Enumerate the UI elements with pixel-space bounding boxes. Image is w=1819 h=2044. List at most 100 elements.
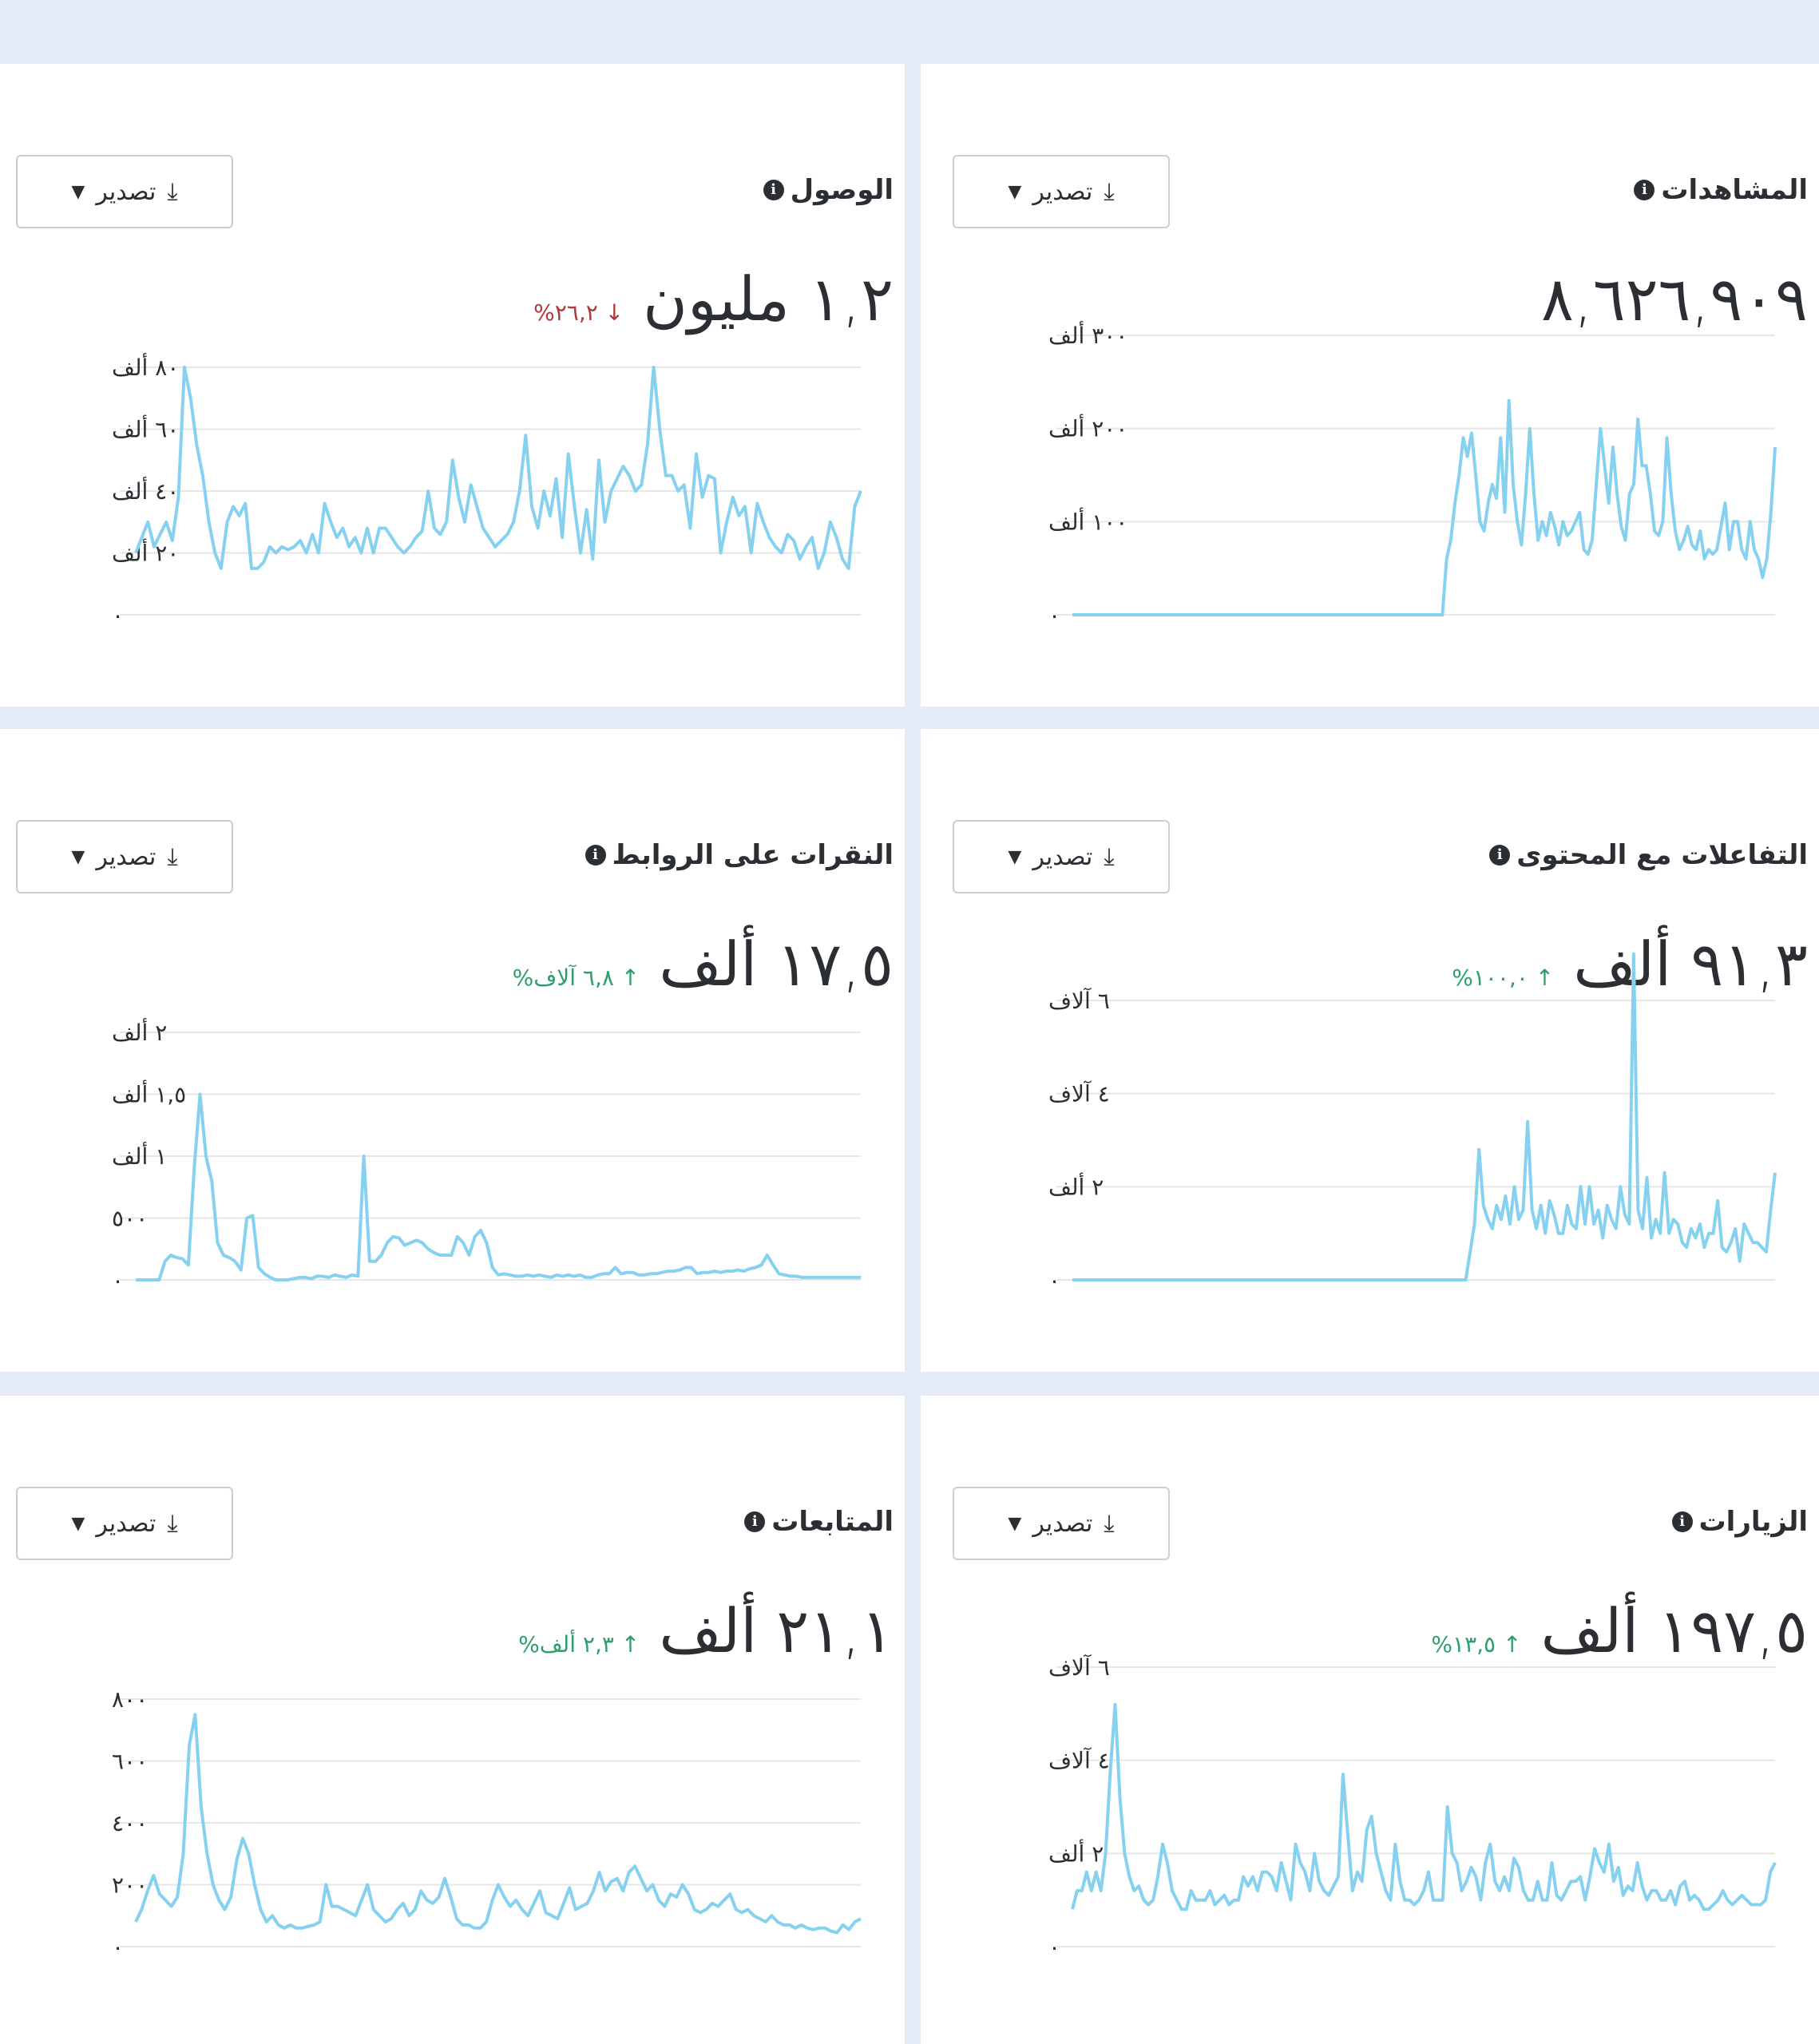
- series-line: [1072, 952, 1777, 1281]
- y-tick-label: ٥٠٠: [112, 1206, 148, 1232]
- series-line: [1072, 398, 1777, 616]
- metric-delta: ↑ ٦,٨ آلاف%: [513, 965, 640, 991]
- metric-summary: ١٩٧,٥ ألف ↑ ١٣,٥%: [1431, 1595, 1808, 1666]
- export-button[interactable]: ⤓ تصدير ▼: [953, 820, 1170, 893]
- export-button[interactable]: ⤓ تصدير ▼: [16, 820, 233, 893]
- card-title-text: التفاعلات مع المحتوى: [1516, 839, 1808, 871]
- export-label: تصدير: [1032, 177, 1093, 206]
- line-chart: ٠ ١٠٠ ألف ٢٠٠ ألف ٣٠٠ ألف: [1048, 320, 1777, 628]
- download-icon: ⤓: [167, 177, 178, 206]
- info-icon[interactable]: i: [1489, 845, 1511, 866]
- arrow-up-icon: ↑: [1496, 1631, 1522, 1658]
- y-tick-label: ٦ آلاف: [1048, 1654, 1110, 1681]
- y-tick-label: ٨٠ ألف: [112, 352, 179, 381]
- metric-card-link-clicks: النقرات على الروابط i ⤓ تصدير ▼ ١٧,٥ ألف ↑ ٦,٨…: [0, 729, 905, 1372]
- series-line: [136, 1092, 861, 1281]
- card-title: النقرات على الروابط i: [585, 839, 894, 871]
- card-title: المشاهدات i: [1634, 174, 1808, 206]
- metric-delta-text: ٢٦,٢%: [533, 299, 598, 326]
- metric-value: ١٩٧,٥ ألف: [1540, 1595, 1808, 1666]
- line-chart: ٠ ٢ ألف ٤ آلاف ٦ آلاف: [1048, 952, 1777, 1293]
- caret-down-icon: ▼: [71, 181, 85, 202]
- y-tick-label: ٠: [112, 602, 124, 628]
- y-tick-label: ١,٥ ألف: [112, 1079, 186, 1108]
- line-chart: ٠ ٢٠٠ ٤٠٠ ٦٠٠ ٨٠٠: [112, 1686, 862, 1960]
- export-label: تصدير: [1032, 1509, 1093, 1538]
- export-label: تصدير: [96, 842, 157, 871]
- y-tick-label: ٢٠٠ ألف: [1048, 414, 1127, 442]
- metric-summary: ٢١,١ ألف ↑ ٢,٣ ألف%: [518, 1595, 894, 1666]
- metric-delta: ↑ ١٣,٥%: [1431, 1631, 1521, 1658]
- metric-delta: ↓ ٢٦,٢%: [533, 299, 624, 326]
- export-button[interactable]: ⤓ تصدير ▼: [953, 155, 1170, 228]
- metric-delta: ↑ ٢,٣ ألف%: [518, 1631, 640, 1658]
- y-tick-label: ١٠٠ ألف: [1048, 506, 1127, 535]
- info-icon[interactable]: i: [1671, 1511, 1693, 1532]
- metric-card-follows: المتابعات i ⤓ تصدير ▼ ٢١,١ ألف ↑ ٢,٣ ألف% ٠ ٢٠٠ ٤…: [0, 1396, 905, 2044]
- metric-card-reach: الوصول i ⤓ تصدير ▼ ١,٢ مليون ↓ ٢٦,٢% ٠ ٢٠ ألف ٤٠ …: [0, 64, 905, 707]
- caret-down-icon: ▼: [1008, 181, 1022, 202]
- y-tick-label: ٢٠ ألف: [112, 538, 179, 567]
- y-tick-label: ٤ آلاف: [1048, 1081, 1110, 1107]
- series-line: [134, 366, 862, 570]
- arrow-up-icon: ↑: [1528, 965, 1555, 991]
- download-icon: ⤓: [1104, 1509, 1115, 1538]
- y-tick-label: ١ ألف: [112, 1141, 167, 1170]
- export-label: تصدير: [96, 1509, 157, 1538]
- export-button[interactable]: ⤓ تصدير ▼: [953, 1487, 1170, 1560]
- arrow-up-icon: ↑: [613, 965, 640, 991]
- y-tick-label: ٠: [112, 1934, 124, 1960]
- line-chart: ٠ ٥٠٠ ١ ألف ١,٥ ألف ٢ ألف: [112, 1017, 861, 1293]
- info-icon[interactable]: i: [1634, 180, 1655, 200]
- card-title-text: الوصول: [790, 174, 894, 206]
- caret-down-icon: ▼: [1008, 846, 1022, 867]
- export-button[interactable]: ⤓ تصدير ▼: [16, 1487, 233, 1560]
- y-tick-label: ٠: [1048, 1934, 1060, 1960]
- y-tick-label: ٦٠ ألف: [112, 414, 179, 443]
- export-label: تصدير: [96, 177, 157, 206]
- download-icon: ⤓: [1104, 842, 1115, 871]
- metric-card-visits: الزيارات i ⤓ تصدير ▼ ١٩٧,٥ ألف ↑ ١٣,٥% ٠ ٢ ألف ٤ …: [921, 1396, 1819, 2044]
- info-icon[interactable]: i: [585, 845, 606, 866]
- info-icon[interactable]: i: [763, 180, 784, 200]
- download-icon: ⤓: [167, 842, 178, 871]
- card-title-text: الزيارات: [1698, 1506, 1809, 1538]
- arrow-down-icon: ↓: [597, 299, 624, 326]
- metric-card-views: المشاهدات i ⤓ تصدير ▼ ٨,٦٢٦,٩٠٩ ٠ ١٠٠ ألف ٢٠٠ أل…: [921, 64, 1819, 707]
- line-chart: ٠ ٢ ألف ٤ آلاف ٦ آلاف: [1048, 1654, 1777, 1960]
- y-tick-label: ٣٠٠ ألف: [1048, 320, 1127, 349]
- card-title-text: المتابعات: [771, 1506, 894, 1538]
- y-tick-label: ٨٠٠: [112, 1686, 148, 1713]
- metric-summary: ١٧,٥ ألف ↑ ٦,٨ آلاف%: [513, 929, 894, 1000]
- download-icon: ⤓: [167, 1509, 178, 1538]
- metric-value: ١٧,٥ ألف: [659, 929, 894, 1000]
- y-tick-label: ٠: [1048, 1267, 1060, 1293]
- caret-down-icon: ▼: [71, 1513, 85, 1534]
- y-tick-label: ٦ آلاف: [1048, 988, 1110, 1014]
- y-tick-label: ٤٠ ألف: [112, 476, 179, 505]
- y-tick-label: ٢ ألف: [1048, 1171, 1104, 1200]
- export-label: تصدير: [1032, 842, 1093, 871]
- metric-delta: ↑ ١٠٠,٠%: [1452, 965, 1554, 991]
- metric-card-content-interactions: التفاعلات مع المحتوى i ⤓ تصدير ▼ ٩١,٣ ألف ↑ ١٠…: [921, 729, 1819, 1372]
- metric-delta-text: ١٣,٥%: [1431, 1631, 1496, 1658]
- export-button[interactable]: ⤓ تصدير ▼: [16, 155, 233, 228]
- download-icon: ⤓: [1104, 177, 1115, 206]
- metric-delta-text: ٢,٣ ألف%: [518, 1631, 614, 1658]
- card-title: التفاعلات مع المحتوى i: [1489, 839, 1808, 871]
- info-icon[interactable]: i: [744, 1511, 766, 1532]
- metric-summary: ٨,٦٢٦,٩٠٩: [1541, 263, 1808, 335]
- metric-value: ١,٢ مليون: [643, 263, 894, 335]
- card-title: المتابعات i: [744, 1506, 894, 1538]
- card-title: الوصول i: [763, 174, 894, 206]
- caret-down-icon: ▼: [1008, 1513, 1022, 1534]
- metric-delta-text: ٦,٨ آلاف%: [512, 965, 614, 991]
- line-chart: ٠ ٢٠ ألف ٤٠ ألف ٦٠ ألف ٨٠ ألف: [112, 352, 862, 628]
- series-line: [134, 1713, 862, 1935]
- y-tick-label: ٤٠٠: [112, 1810, 148, 1836]
- y-tick-label: ٢ ألف: [1048, 1838, 1104, 1867]
- card-title-text: المشاهدات: [1661, 174, 1808, 206]
- y-tick-label: ٠: [112, 1267, 124, 1293]
- y-tick-label: ٠: [1048, 602, 1060, 628]
- metric-delta-text: ١٠٠,٠%: [1452, 965, 1528, 991]
